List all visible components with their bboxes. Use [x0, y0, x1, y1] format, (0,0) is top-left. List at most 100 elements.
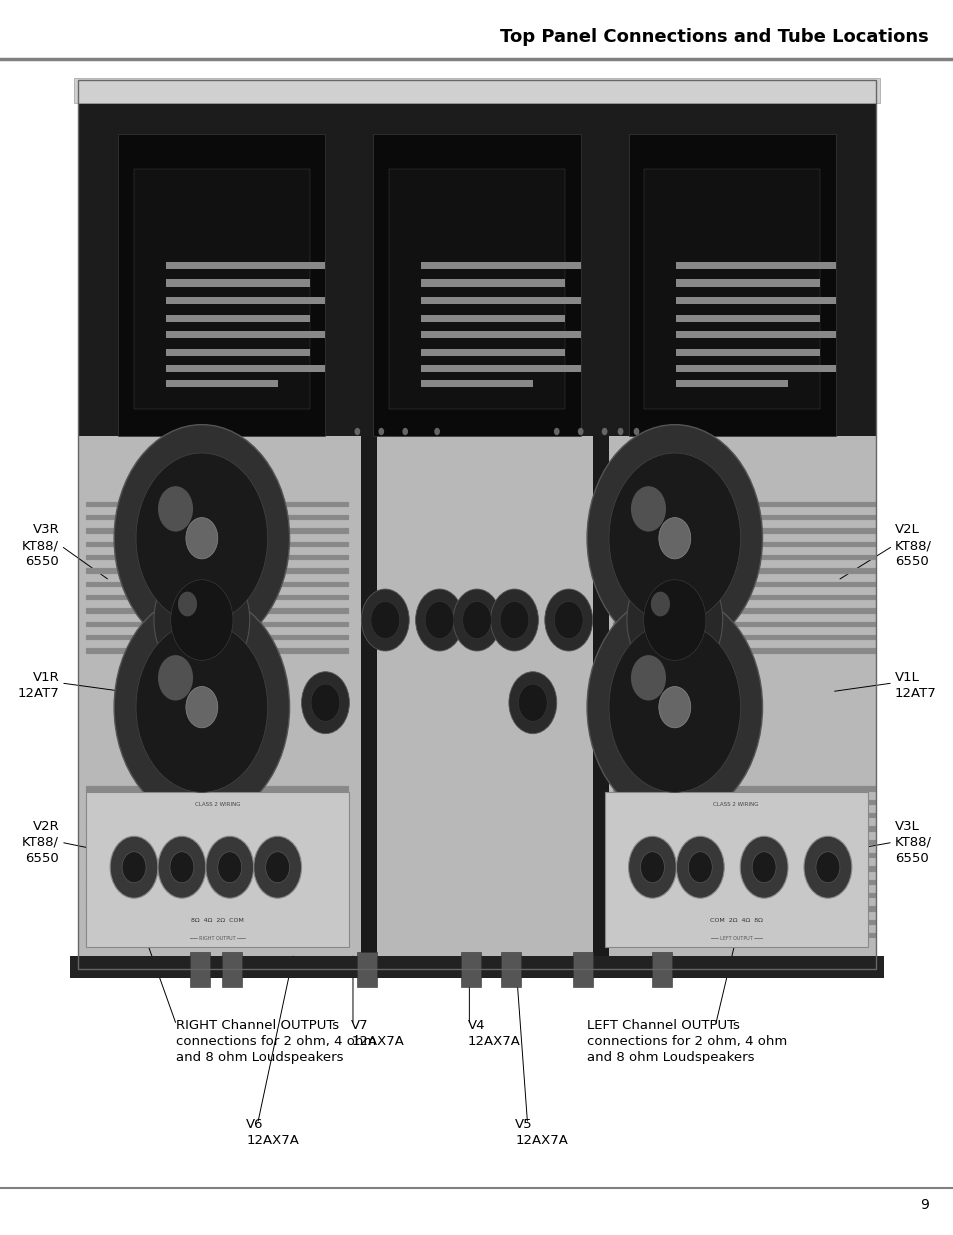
Text: V5
12AX7A: V5 12AX7A [515, 1118, 567, 1146]
FancyBboxPatch shape [86, 648, 349, 653]
FancyBboxPatch shape [420, 331, 580, 338]
FancyBboxPatch shape [86, 515, 349, 520]
FancyBboxPatch shape [612, 501, 875, 508]
FancyBboxPatch shape [86, 501, 349, 508]
Circle shape [628, 836, 676, 898]
Circle shape [153, 558, 250, 682]
FancyBboxPatch shape [389, 169, 564, 409]
FancyBboxPatch shape [166, 331, 325, 338]
Circle shape [114, 425, 290, 652]
FancyBboxPatch shape [86, 555, 349, 561]
FancyBboxPatch shape [420, 298, 580, 304]
Circle shape [434, 427, 439, 435]
Text: COM  2Ω  4Ω  8Ω: COM 2Ω 4Ω 8Ω [709, 918, 761, 923]
Circle shape [517, 684, 547, 721]
FancyBboxPatch shape [420, 315, 564, 322]
Circle shape [586, 594, 761, 821]
FancyBboxPatch shape [86, 635, 349, 641]
FancyBboxPatch shape [652, 952, 672, 987]
FancyBboxPatch shape [78, 80, 875, 436]
FancyBboxPatch shape [86, 866, 349, 872]
FancyBboxPatch shape [86, 792, 349, 947]
Circle shape [416, 589, 463, 651]
Circle shape [815, 852, 839, 883]
Text: LEFT Channel OUTPUTs
connections for 2 ohm, 4 ohm
and 8 ohm Loudspeakers: LEFT Channel OUTPUTs connections for 2 o… [586, 1019, 786, 1063]
Circle shape [554, 601, 582, 638]
FancyBboxPatch shape [676, 348, 819, 356]
FancyBboxPatch shape [357, 952, 377, 987]
Circle shape [171, 579, 233, 661]
FancyBboxPatch shape [86, 879, 349, 885]
FancyBboxPatch shape [612, 582, 875, 587]
Circle shape [136, 622, 268, 793]
FancyBboxPatch shape [71, 956, 882, 978]
FancyBboxPatch shape [86, 595, 349, 600]
Text: CLASS 2 WIRING: CLASS 2 WIRING [713, 803, 759, 808]
Circle shape [601, 427, 607, 435]
Circle shape [355, 427, 360, 435]
Circle shape [608, 453, 740, 624]
Circle shape [122, 852, 146, 883]
Circle shape [158, 487, 193, 531]
FancyBboxPatch shape [86, 582, 349, 587]
Circle shape [633, 427, 639, 435]
Text: V6
12AX7A: V6 12AX7A [246, 1118, 298, 1146]
FancyBboxPatch shape [676, 380, 787, 387]
FancyBboxPatch shape [166, 298, 325, 304]
Circle shape [361, 589, 409, 651]
FancyBboxPatch shape [612, 515, 875, 520]
FancyBboxPatch shape [612, 635, 875, 641]
FancyBboxPatch shape [612, 920, 875, 925]
FancyBboxPatch shape [500, 952, 520, 987]
FancyBboxPatch shape [628, 133, 835, 436]
Text: 9: 9 [920, 1198, 928, 1213]
FancyBboxPatch shape [118, 133, 325, 436]
FancyBboxPatch shape [612, 621, 875, 627]
Text: V7
12AX7A: V7 12AX7A [351, 1019, 403, 1047]
FancyBboxPatch shape [86, 826, 349, 831]
Circle shape [803, 836, 851, 898]
FancyBboxPatch shape [676, 315, 819, 322]
FancyBboxPatch shape [86, 932, 349, 939]
Text: V2L
KT88/
6550: V2L KT88/ 6550 [894, 524, 931, 568]
FancyBboxPatch shape [612, 866, 875, 872]
FancyBboxPatch shape [86, 813, 349, 819]
FancyBboxPatch shape [86, 609, 349, 614]
Circle shape [499, 601, 528, 638]
FancyBboxPatch shape [612, 893, 875, 898]
Circle shape [544, 589, 592, 651]
FancyBboxPatch shape [166, 262, 325, 269]
FancyBboxPatch shape [676, 298, 835, 304]
Circle shape [508, 672, 557, 734]
FancyBboxPatch shape [612, 609, 875, 614]
Circle shape [402, 427, 408, 435]
Circle shape [301, 672, 349, 734]
FancyBboxPatch shape [676, 262, 835, 269]
Circle shape [186, 517, 217, 559]
Circle shape [425, 601, 454, 638]
Circle shape [186, 687, 217, 727]
FancyBboxPatch shape [612, 826, 875, 831]
Circle shape [378, 427, 384, 435]
Circle shape [578, 427, 583, 435]
FancyBboxPatch shape [420, 348, 564, 356]
Circle shape [643, 579, 705, 661]
FancyBboxPatch shape [676, 331, 835, 338]
Text: V3L
KT88/
6550: V3L KT88/ 6550 [894, 820, 931, 864]
FancyBboxPatch shape [644, 169, 819, 409]
Text: 8Ω  4Ω  2Ω  COM: 8Ω 4Ω 2Ω COM [192, 918, 244, 923]
Circle shape [206, 836, 253, 898]
Circle shape [170, 852, 193, 883]
FancyBboxPatch shape [361, 436, 376, 969]
FancyBboxPatch shape [612, 799, 875, 805]
Text: ─── RIGHT OUTPUT ───: ─── RIGHT OUTPUT ─── [190, 936, 246, 941]
FancyBboxPatch shape [86, 542, 349, 547]
Text: V4
12AX7A: V4 12AX7A [467, 1019, 519, 1047]
Circle shape [751, 852, 776, 883]
Text: V3R
KT88/
6550: V3R KT88/ 6550 [22, 524, 59, 568]
Circle shape [462, 601, 491, 638]
FancyBboxPatch shape [190, 952, 210, 987]
Circle shape [136, 453, 268, 624]
Circle shape [626, 558, 721, 682]
Circle shape [490, 589, 537, 651]
